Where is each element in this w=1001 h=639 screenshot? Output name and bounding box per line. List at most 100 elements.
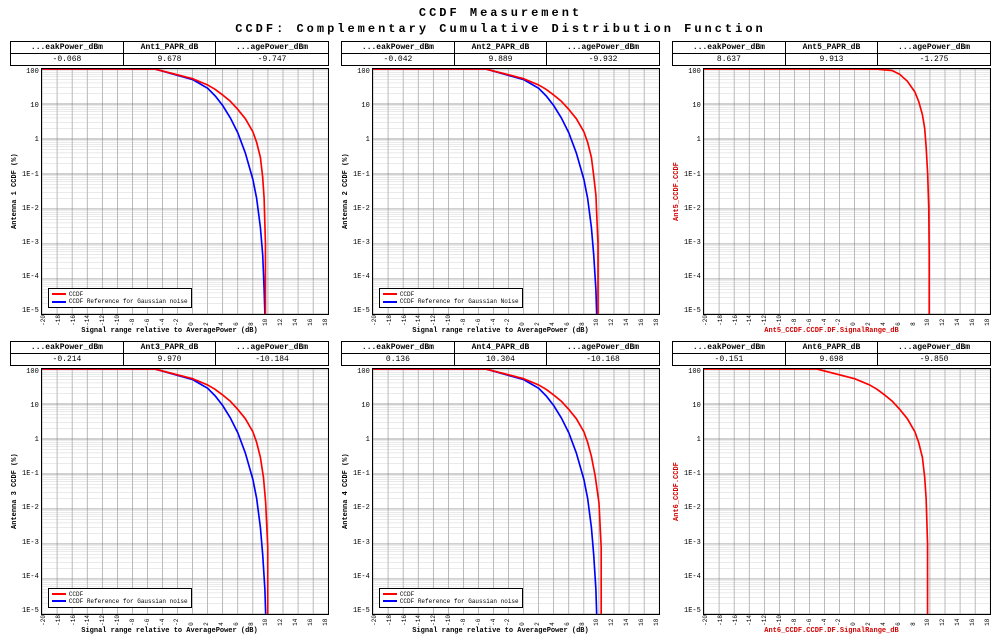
x-tick: 10 [262,315,269,326]
panel-p4: ...eakPower_dBmAnt3_PAPR_dB...agePower_d… [10,341,329,635]
x-tick: -6 [806,615,813,626]
x-tick: -4 [821,315,828,326]
y-tick: 1E-4 [353,573,370,581]
x-tick: 6 [233,315,240,326]
legend-label: CCDF Reference for Gaussian noise [69,298,188,305]
x-axis-label: Ant5_CCDF.CCDF.DF.SignalRange_dB [672,327,991,335]
panel-p2: ...eakPower_dBmAnt2_PAPR_dB...agePower_d… [341,41,660,335]
x-tick: 16 [638,615,645,626]
x-tick: 12 [608,315,615,326]
legend-swatch [52,301,66,303]
x-tick: 0 [519,615,526,626]
x-tick: -20 [371,615,378,626]
x-tick: 8 [579,315,586,326]
y-tick: 1E-2 [353,504,370,512]
x-tick: 2 [203,615,210,626]
x-tick: -14 [84,315,91,326]
x-tick: -20 [371,315,378,326]
y-tick: 1E-5 [684,307,701,315]
plot-area: CCDFCCDF Reference for Gaussian noise [41,368,329,615]
y-tick: 10 [353,402,370,410]
legend: CCDFCCDF Reference for Gaussian noise [48,288,192,308]
x-tick: 6 [564,315,571,326]
y-tick: 1E-1 [684,171,701,179]
header-table: ...eakPower_dBmAnt4_PAPR_dB...agePower_d… [341,341,660,366]
header-col: ...eakPower_dBm [342,341,455,353]
x-tick: -6 [144,615,151,626]
y-axis-label: Ant5_CCDF.CCDF [672,68,682,315]
x-tick: 8 [910,315,917,326]
x-tick: -12 [761,615,768,626]
y-tick-labels: 1001011E-11E-21E-31E-41E-5 [20,68,41,315]
x-tick: 10 [593,315,600,326]
x-tick: -10 [445,615,452,626]
x-tick: 10 [593,615,600,626]
y-tick: 1E-1 [353,470,370,478]
x-tick: 0 [850,315,857,326]
y-tick-labels: 1001011E-11E-21E-31E-41E-5 [20,368,41,615]
x-tick: -18 [386,315,393,326]
x-tick: -14 [415,615,422,626]
header-val: -0.042 [342,54,455,66]
x-tick: 10 [924,315,931,326]
y-tick: 10 [684,102,701,110]
x-tick: 2 [534,615,541,626]
header-col: ...agePower_dBm [878,341,991,353]
y-tick: 1E-4 [22,573,39,581]
x-tick: 4 [218,315,225,326]
header-val: -0.068 [11,54,124,66]
x-tick: 0 [850,615,857,626]
y-tick-labels: 1001011E-11E-21E-31E-41E-5 [351,368,372,615]
y-tick: 100 [22,368,39,376]
y-tick: 100 [353,368,370,376]
x-tick: -8 [129,315,136,326]
y-tick: 1 [22,136,39,144]
x-tick: -18 [717,315,724,326]
x-tick: 4 [549,315,556,326]
header-table: ...eakPower_dBmAnt2_PAPR_dB...agePower_d… [341,41,660,66]
x-tick: 8 [248,315,255,326]
header-table: ...eakPower_dBmAnt6_PAPR_dB...agePower_d… [672,341,991,366]
y-tick: 1E-5 [353,307,370,315]
header-col: Ant6_PAPR_dB [785,341,877,353]
x-tick: 4 [218,615,225,626]
header-col: ...eakPower_dBm [11,42,124,54]
x-tick-labels: -20-18-16-14-12-10-8-6-4-202468101214161… [10,615,329,626]
legend: CCDFCCDF Reference for Gaussian noise [48,588,192,608]
x-tick: -12 [430,315,437,326]
panel-p1: ...eakPower_dBmAnt1_PAPR_dB...agePower_d… [10,41,329,335]
x-tick: -20 [40,315,47,326]
y-tick: 1E-4 [684,273,701,281]
y-tick: 100 [22,68,39,76]
y-tick-labels: 1001011E-11E-21E-31E-41E-5 [682,368,703,615]
header-col: ...eakPower_dBm [673,341,786,353]
x-tick: -8 [460,315,467,326]
x-tick: -16 [401,315,408,326]
y-tick: 1E-5 [353,607,370,615]
y-tick: 1E-2 [22,504,39,512]
x-tick: -16 [70,615,77,626]
header-col: Ant3_PAPR_dB [123,341,215,353]
legend-label: CCDF [400,291,414,298]
x-tick: 18 [984,315,991,326]
header-col: ...agePower_dBm [216,341,329,353]
legend-swatch [383,593,397,595]
header-val: -10.184 [216,353,329,365]
x-tick: 18 [653,315,660,326]
x-tick: 18 [984,615,991,626]
plot-area: CCDFCCDF Reference for Gaussian noise [41,68,329,315]
header-val: 10.304 [454,353,546,365]
y-axis-label: Antenna 1 CCDF (%) [10,68,20,315]
header-val: 9.698 [785,353,877,365]
x-tick: -14 [84,615,91,626]
y-tick: 1E-1 [22,171,39,179]
x-tick: -20 [40,615,47,626]
y-tick: 1E-3 [353,239,370,247]
x-tick-labels: -20-18-16-14-12-10-8-6-4-202468101214161… [672,615,991,626]
y-tick: 10 [684,402,701,410]
x-tick: -16 [70,315,77,326]
x-tick: -2 [835,615,842,626]
x-tick: -8 [129,615,136,626]
y-tick: 1E-2 [684,205,701,213]
header-table: ...eakPower_dBmAnt3_PAPR_dB...agePower_d… [10,341,329,366]
